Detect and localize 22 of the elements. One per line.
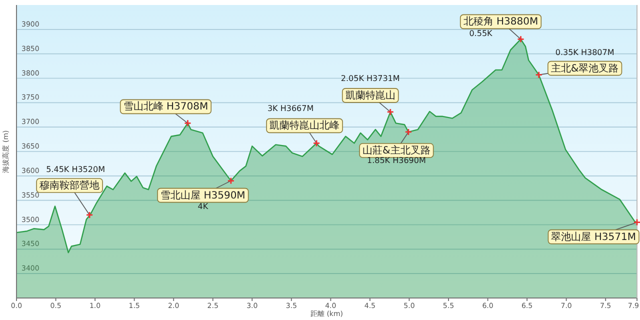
annotation: 凱蘭特崑山北峰 bbox=[270, 120, 340, 132]
annotation: 0.55K bbox=[469, 29, 494, 38]
annotation: 凱蘭特崑山 bbox=[345, 89, 396, 102]
annotation: 主北&翠池叉路 bbox=[550, 62, 619, 74]
annotation: 翠池山屋 H3571M bbox=[548, 222, 640, 244]
annotation: 山莊&主北叉路 bbox=[359, 132, 434, 158]
annotation: 雪山北峰 H3708M bbox=[123, 100, 208, 113]
annotation: 凱蘭特崑山北峰 bbox=[266, 118, 343, 144]
annotation: 凱蘭特崑山 bbox=[342, 88, 399, 112]
annotation: 雪北山屋 H3590M bbox=[160, 189, 246, 202]
annotation: 山莊&主北叉路 bbox=[362, 144, 430, 156]
annotation: 3K H3667M bbox=[267, 104, 314, 114]
annotation: 穆南鞍部營地 bbox=[40, 179, 100, 192]
annotation: 0.35K H3807M bbox=[555, 48, 614, 57]
annotation: 1.85K H3690M bbox=[366, 156, 426, 165]
annotation: 北稜角 H3880M bbox=[463, 16, 538, 28]
annotation: 2.05K H3731M bbox=[340, 74, 400, 83]
annotation: 5.45K H3520M bbox=[46, 164, 106, 174]
annotation: 4K bbox=[198, 202, 209, 211]
annotation: 雪山北峰 H3708M bbox=[120, 99, 212, 124]
annotation: 雪北山屋 H3590M bbox=[157, 180, 249, 203]
annotation: 翠池山屋 H3571M bbox=[551, 230, 636, 243]
